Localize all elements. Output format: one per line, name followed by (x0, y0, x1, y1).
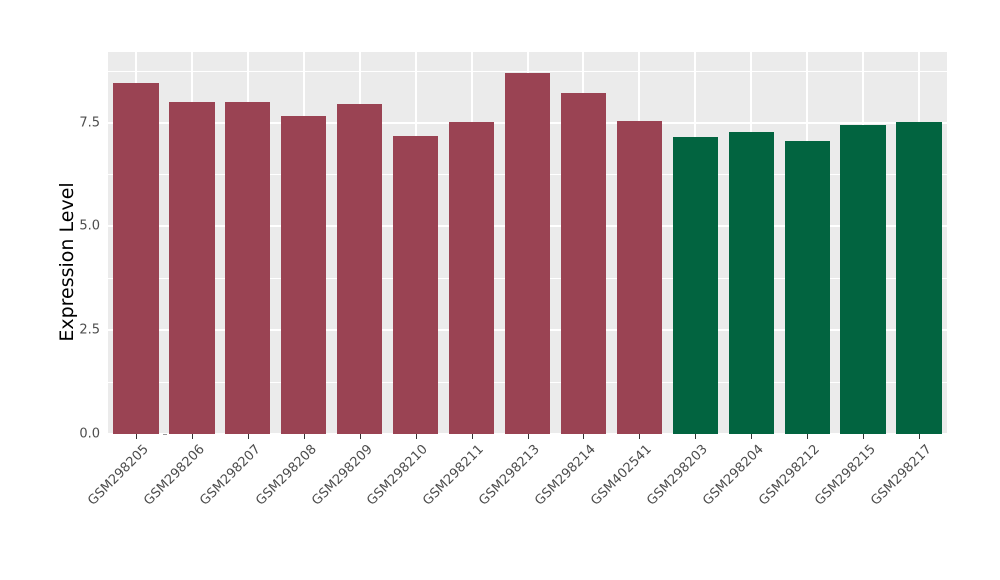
y-axis-tick-mark (163, 433, 167, 435)
bar[interactable] (169, 102, 215, 434)
x-axis-tick-mark (471, 434, 473, 439)
bar[interactable] (784, 141, 830, 434)
x-axis-tick-labels: GSM298205 GSM298206 GSM298207 GSM298208 GSM2… (85, 440, 947, 580)
bar[interactable] (560, 92, 607, 434)
bar[interactable] (840, 125, 886, 434)
y-axis-tick-label: 7.5 (79, 115, 100, 131)
y-axis-tick-label: 0.0 (79, 426, 100, 442)
bar[interactable] (337, 103, 383, 434)
bar[interactable] (728, 132, 774, 434)
plot-panel (108, 52, 947, 434)
bar[interactable] (616, 120, 662, 434)
bar[interactable] (672, 136, 718, 434)
x-axis-tick-mark (303, 434, 305, 439)
x-axis-tick-mark (919, 434, 921, 439)
x-axis-tick-marks (108, 434, 947, 440)
x-axis-tick-mark (807, 434, 809, 439)
bar[interactable] (504, 73, 551, 434)
x-axis-tick-mark (191, 434, 193, 439)
bar[interactable] (448, 121, 495, 434)
y-axis-tick-label: 2.5 (79, 322, 100, 338)
x-axis-tick-mark (359, 434, 361, 439)
x-axis-tick-mark (583, 434, 585, 439)
bar[interactable] (225, 102, 271, 434)
x-axis-tick-mark (415, 434, 417, 439)
x-axis-tick-mark (863, 434, 865, 439)
y-axis-tick-labels: 0.0 2.5 5.0 7.5 (60, 0, 167, 580)
x-axis-tick-mark (135, 434, 137, 439)
x-axis-tick-mark (695, 434, 697, 439)
x-axis-tick-mark (527, 434, 529, 439)
bar[interactable] (281, 115, 327, 434)
y-axis-tick-label: 5.0 (79, 218, 100, 234)
x-axis-tick-mark (751, 434, 753, 439)
x-axis-tick-mark (639, 434, 641, 439)
bar[interactable] (392, 135, 439, 434)
bar[interactable] (896, 121, 942, 434)
bar[interactable] (113, 83, 159, 434)
x-axis-tick-mark (247, 434, 249, 439)
